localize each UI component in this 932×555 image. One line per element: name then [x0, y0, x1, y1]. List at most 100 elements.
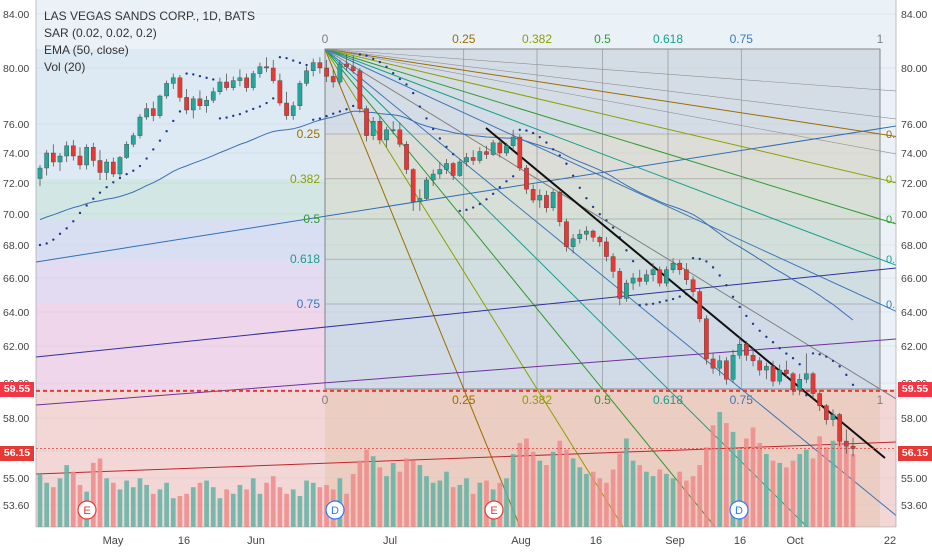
volume-bar-19 — [164, 482, 169, 527]
sar-dot-47 — [352, 104, 355, 108]
volume-bar-90 — [637, 465, 643, 527]
y-tick-left-9: 62.00 — [3, 341, 29, 353]
sar-dot-5 — [72, 220, 75, 223]
y-tick-right-7: 66.00 — [901, 273, 927, 285]
sar-dot-61 — [445, 145, 448, 149]
volume-bar-57 — [417, 465, 423, 527]
candle-body-72 — [517, 136, 523, 169]
x-tick-1: 16 — [178, 535, 190, 547]
sar-dot-121 — [845, 373, 848, 377]
volume-bar-94 — [664, 473, 669, 527]
volume-bar-21 — [177, 496, 183, 527]
event-marker-label-2: E — [490, 505, 497, 517]
sar-dot-72 — [518, 128, 522, 131]
sar-dot-14 — [132, 169, 135, 172]
sar-dot-65 — [471, 206, 475, 209]
candle-body-27 — [217, 81, 223, 93]
x-tick-8: Oct — [786, 535, 803, 547]
fib-bottom-label-6: 1 — [877, 393, 884, 407]
price-tag-last: 56.15 — [0, 446, 34, 461]
y-tick-left-0: 84.00 — [3, 9, 29, 21]
candle-body-88 — [624, 282, 629, 299]
volume-bar-113 — [790, 460, 796, 527]
fan-band-left-4 — [36, 304, 325, 389]
volume-bar-62 — [450, 487, 456, 527]
sar-dot-62 — [451, 153, 455, 156]
volume-bar-119 — [830, 440, 836, 527]
volume-bar-86 — [610, 469, 616, 527]
fan-line-price-2 — [324, 48, 897, 225]
sar-dot-41 — [312, 118, 315, 122]
volume-bar-47 — [350, 473, 356, 527]
candle-body-67 — [484, 151, 489, 155]
sar-dot-54 — [398, 77, 402, 81]
candle-body-74 — [530, 188, 536, 201]
volume-bar-56 — [410, 460, 416, 527]
sar-dot-24 — [198, 74, 202, 78]
legend-ema[interactable]: EMA (50, close) — [44, 43, 129, 57]
candle-body-69 — [497, 142, 503, 154]
volume-bar-28 — [224, 489, 229, 527]
volume-bar-121 — [844, 442, 849, 527]
candle-body-118 — [824, 405, 829, 420]
fan-line-price-4 — [324, 48, 897, 312]
y-tick-left-11: 58.00 — [3, 413, 29, 425]
sar-dot-92 — [651, 302, 655, 305]
fib-top-label-0: 0 — [322, 32, 329, 46]
sar-dot-84 — [598, 213, 601, 216]
sar-dot-95 — [671, 297, 675, 301]
volume-bar-107 — [750, 427, 756, 527]
legend-sar[interactable]: SAR (0.02, 0.02, 0.2) — [44, 26, 157, 40]
price-tag-level: 59.55 — [0, 382, 34, 397]
volume-bar-60 — [437, 480, 443, 527]
sar-dot-22 — [185, 72, 188, 75]
candle-body-19 — [164, 83, 169, 97]
sar-dot-104 — [731, 295, 735, 298]
candle-body-116 — [810, 373, 816, 394]
volume-bar-25 — [204, 480, 209, 527]
volume-bar-114 — [797, 454, 803, 527]
fan-line-time-2 — [324, 48, 716, 528]
fib-bottom-label-2: 0.382 — [522, 393, 552, 407]
candle-body-54 — [397, 129, 403, 145]
volume-bar-71 — [510, 454, 516, 527]
volume-bar-42 — [317, 487, 323, 527]
y-tick-right-9: 62.00 — [901, 341, 927, 353]
candle-body-11 — [110, 161, 116, 175]
candle-body-52 — [384, 129, 389, 141]
volume-bar-82 — [584, 473, 589, 527]
sar-dot-76 — [545, 141, 548, 144]
candle-body-121 — [844, 440, 849, 447]
sar-dot-73 — [525, 129, 528, 132]
candle-body-93 — [657, 269, 663, 284]
candle-body-14 — [130, 135, 136, 145]
y-tick-left-7: 66.00 — [3, 273, 29, 285]
candle-body-92 — [650, 269, 656, 275]
sar-dot-98 — [691, 257, 695, 260]
event-marker-3 — [729, 500, 749, 520]
volume-bar-51 — [377, 467, 383, 527]
fib-bottom-label-1: 0.25 — [452, 393, 476, 407]
candle-body-44 — [330, 76, 336, 83]
candle-body-117 — [817, 393, 823, 406]
candle-body-28 — [224, 81, 229, 88]
candle-body-85 — [604, 241, 609, 257]
sar-dot-57 — [418, 105, 422, 108]
volume-bar-88 — [624, 438, 629, 527]
legend-title[interactable]: LAS VEGAS SANDS CORP., 1D, BATS — [44, 9, 255, 23]
candle-body-1 — [44, 152, 49, 169]
candle-body-10 — [104, 161, 109, 173]
volume-bar-1 — [44, 482, 49, 527]
candle-body-71 — [510, 136, 516, 146]
candle-body-3 — [57, 155, 63, 163]
y-tick-left-6: 68.00 — [3, 240, 29, 252]
sar-dot-29 — [232, 114, 235, 118]
legend-vol[interactable]: Vol (20) — [44, 60, 86, 74]
candle-body-83 — [590, 230, 596, 238]
sar-dot-96 — [678, 295, 681, 298]
fib-bottom-label-0: 0 — [322, 393, 329, 407]
candle-body-108 — [757, 360, 763, 371]
volume-bar-78 — [557, 440, 563, 527]
